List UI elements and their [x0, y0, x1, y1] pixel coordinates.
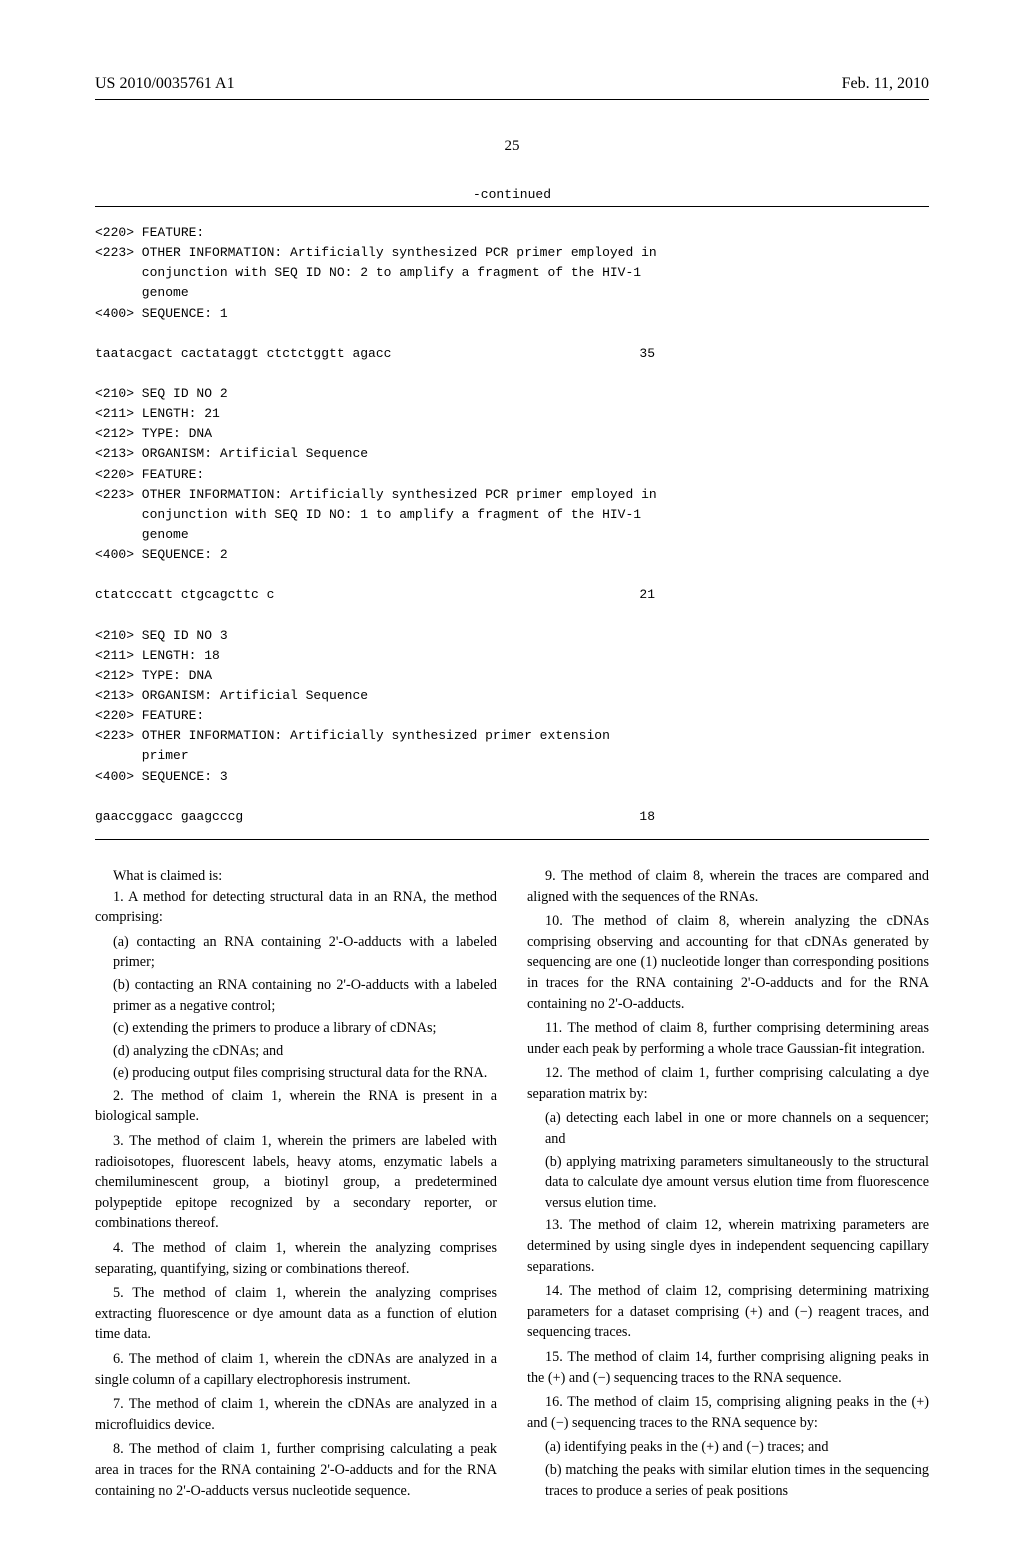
seq-line: <223> OTHER INFORMATION: Artificially sy… [95, 726, 929, 746]
seq-length-num: 18 [639, 807, 655, 827]
patent-page: US 2010/0035761 A1 Feb. 11, 2010 25 -con… [0, 0, 1024, 1555]
seq-line: <223> OTHER INFORMATION: Artificially sy… [95, 243, 929, 263]
page-number: 25 [95, 138, 929, 155]
header-rule [95, 99, 929, 100]
seq-line: <400> SEQUENCE: 1 [95, 304, 929, 324]
seq-line: <400> SEQUENCE: 3 [95, 767, 929, 787]
left-column: What is claimed is: 1. A method for dete… [95, 866, 497, 1505]
seq-line: conjunction with SEQ ID NO: 1 to amplify… [95, 505, 929, 525]
claim-1-lead: 1. A method for detecting structural dat… [95, 887, 497, 928]
seq-line: <210> SEQ ID NO 3 [95, 626, 929, 646]
sequence-listing-block: <220> FEATURE: <223> OTHER INFORMATION: … [95, 206, 929, 840]
sequence-entry-2: <210> SEQ ID NO 2 <211> LENGTH: 21 <212>… [95, 384, 929, 606]
seq-line: <213> ORGANISM: Artificial Sequence [95, 686, 929, 706]
claim-2: 2. The method of claim 1, wherein the RN… [95, 1086, 497, 1127]
publication-number: US 2010/0035761 A1 [95, 75, 235, 93]
seq-line: <211> LENGTH: 21 [95, 404, 929, 424]
seq-data-row: ctatcccatt ctgcagcttc c 21 [95, 585, 655, 605]
seq-line: genome [95, 283, 929, 303]
seq-line: <212> TYPE: DNA [95, 666, 929, 686]
claim-12-a: (a) detecting each label in one or more … [527, 1108, 929, 1149]
claim-5: 5. The method of claim 1, wherein the an… [95, 1283, 497, 1345]
claim-8: 8. The method of claim 1, further compri… [95, 1439, 497, 1501]
seq-line: <220> FEATURE: [95, 223, 929, 243]
claim-3: 3. The method of claim 1, wherein the pr… [95, 1131, 497, 1234]
seq-line: genome [95, 525, 929, 545]
seq-blank [95, 565, 929, 585]
claim-9: 9. The method of claim 8, wherein the tr… [527, 866, 929, 907]
claim-1-d: (d) analyzing the cDNAs; and [95, 1041, 497, 1062]
seq-line: <213> ORGANISM: Artificial Sequence [95, 444, 929, 464]
claim-11: 11. The method of claim 8, further compr… [527, 1018, 929, 1059]
claim-16-b: (b) matching the peaks with similar elut… [527, 1460, 929, 1501]
publication-date: Feb. 11, 2010 [842, 75, 929, 93]
claim-1-e: (e) producing output files comprising st… [95, 1063, 497, 1084]
page-header: US 2010/0035761 A1 Feb. 11, 2010 [95, 75, 929, 93]
seq-line: <400> SEQUENCE: 2 [95, 545, 929, 565]
claim-7: 7. The method of claim 1, wherein the cD… [95, 1394, 497, 1435]
seq-length-num: 35 [639, 344, 655, 364]
claim-6: 6. The method of claim 1, wherein the cD… [95, 1349, 497, 1390]
what-is-claimed: What is claimed is: [95, 866, 497, 887]
seq-data: ctatcccatt ctgcagcttc c [95, 585, 274, 605]
seq-line: <210> SEQ ID NO 2 [95, 384, 929, 404]
seq-data-row: gaaccggacc gaagcccg 18 [95, 807, 655, 827]
claim-1-a: (a) contacting an RNA containing 2'-O-ad… [95, 932, 497, 973]
right-column: 9. The method of claim 8, wherein the tr… [527, 866, 929, 1505]
seq-line: <212> TYPE: DNA [95, 424, 929, 444]
seq-line: <211> LENGTH: 18 [95, 646, 929, 666]
claim-10: 10. The method of claim 8, wherein analy… [527, 911, 929, 1014]
seq-data-row: taatacgact cactataggt ctctctggtt agacc 3… [95, 344, 655, 364]
seq-blank [95, 324, 929, 344]
seq-length-num: 21 [639, 585, 655, 605]
seq-data: taatacgact cactataggt ctctctggtt agacc [95, 344, 391, 364]
claim-4: 4. The method of claim 1, wherein the an… [95, 1238, 497, 1279]
continued-label: -continued [95, 187, 929, 202]
claim-12-b: (b) applying matrixing parameters simult… [527, 1152, 929, 1214]
seq-line: <220> FEATURE: [95, 706, 929, 726]
claim-15: 15. The method of claim 14, further comp… [527, 1347, 929, 1388]
sequence-entry-3: <210> SEQ ID NO 3 <211> LENGTH: 18 <212>… [95, 626, 929, 827]
claims-columns: What is claimed is: 1. A method for dete… [95, 866, 929, 1505]
seq-line: conjunction with SEQ ID NO: 2 to amplify… [95, 263, 929, 283]
seq-line: <220> FEATURE: [95, 465, 929, 485]
claim-13: 13. The method of claim 12, wherein matr… [527, 1215, 929, 1277]
seq-blank [95, 787, 929, 807]
seq-line: <223> OTHER INFORMATION: Artificially sy… [95, 485, 929, 505]
seq-line: primer [95, 746, 929, 766]
seq-data: gaaccggacc gaagcccg [95, 807, 243, 827]
claim-1-c: (c) extending the primers to produce a l… [95, 1018, 497, 1039]
sequence-entry-1: <220> FEATURE: <223> OTHER INFORMATION: … [95, 223, 929, 364]
claim-12-lead: 12. The method of claim 1, further compr… [527, 1063, 929, 1104]
claim-14: 14. The method of claim 12, comprising d… [527, 1281, 929, 1343]
claim-16-a: (a) identifying peaks in the (+) and (−)… [527, 1437, 929, 1458]
claim-1-b: (b) contacting an RNA containing no 2'-O… [95, 975, 497, 1016]
claim-16-lead: 16. The method of claim 15, comprising a… [527, 1392, 929, 1433]
